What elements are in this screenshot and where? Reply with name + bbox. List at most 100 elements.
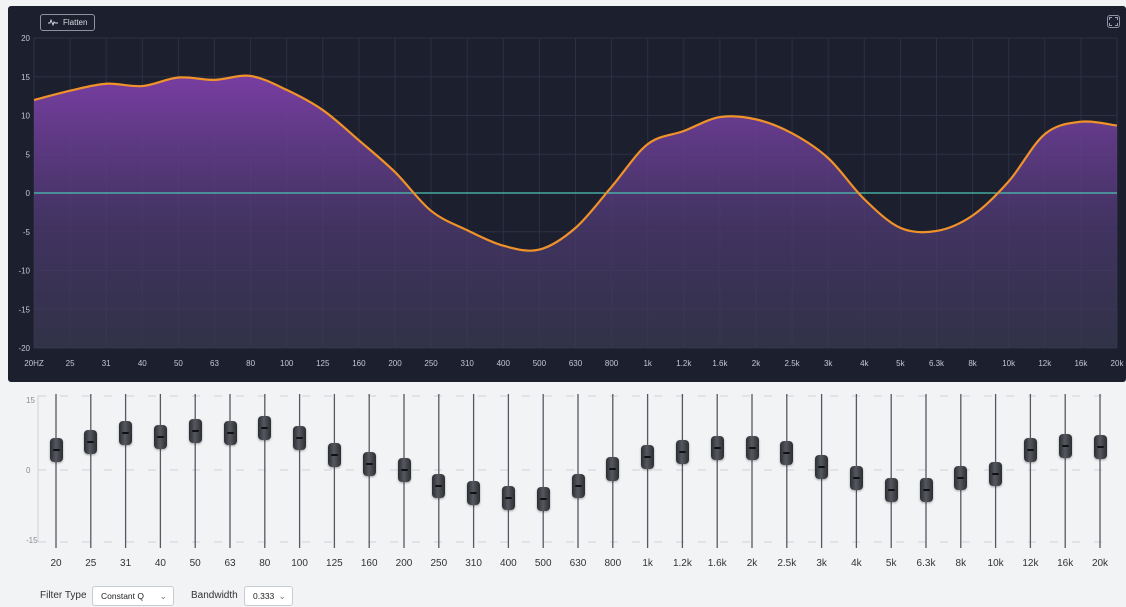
slider-knob-6.3k[interactable]: [919, 477, 933, 502]
slider-knob-5k[interactable]: [884, 477, 898, 502]
x-tick-label: 6.3k: [929, 359, 945, 368]
x-tick-label: 100: [280, 359, 294, 368]
slider-knob-125[interactable]: [327, 443, 341, 468]
slider-knob-200[interactable]: [397, 458, 411, 482]
band-label: 20k: [1091, 558, 1109, 569]
band-label: 1.6k: [707, 558, 727, 569]
y-tick-label: -15: [18, 305, 30, 314]
filter-type-value: Constant Q: [101, 591, 144, 601]
slider-knob-1k[interactable]: [641, 445, 655, 470]
band-label: 6.3k: [916, 558, 936, 569]
slider-knob-2k[interactable]: [745, 435, 759, 460]
x-tick-label: 200: [388, 359, 402, 368]
y-tick-label: -5: [23, 228, 31, 237]
slider-knob-31[interactable]: [119, 421, 133, 445]
x-tick-label: 5k: [896, 359, 905, 368]
slider-knob-80[interactable]: [258, 416, 272, 441]
y-tick-label: -10: [18, 267, 30, 276]
band-label: 31: [120, 558, 132, 569]
slider-knob-2.5k[interactable]: [780, 440, 794, 465]
bandwidth-select[interactable]: 0.333 ⌄: [244, 586, 293, 606]
x-tick-label: 12k: [1038, 359, 1052, 368]
slider-knob-160[interactable]: [362, 452, 376, 477]
band-label: 80: [259, 558, 271, 569]
filter-type-label: Filter Type: [40, 590, 87, 601]
slider-knob-3k[interactable]: [815, 454, 829, 479]
slider-knob-50[interactable]: [188, 419, 202, 444]
slider-scale-zero: 0: [26, 466, 31, 475]
slider-knob-400[interactable]: [501, 485, 515, 510]
x-tick-label: 3k: [824, 359, 833, 368]
band-label: 2.5k: [777, 558, 797, 569]
x-tick-label: 10k: [1002, 359, 1016, 368]
fullscreen-button[interactable]: [1107, 15, 1120, 28]
x-tick-label: 20k: [1111, 359, 1125, 368]
band-label: 12k: [1022, 558, 1039, 569]
waveform-icon: [48, 19, 58, 26]
slider-knob-250[interactable]: [432, 474, 446, 499]
band-label: 500: [534, 558, 552, 569]
eq-curve-line: [33, 74, 1118, 252]
x-tick-label: 800: [605, 359, 619, 368]
band-label: 400: [500, 558, 517, 569]
band-label: 50: [189, 558, 201, 569]
slider-knob-10k[interactable]: [989, 461, 1003, 486]
band-label: 10k: [987, 558, 1004, 569]
slider-knob-100[interactable]: [293, 426, 307, 451]
band-label: 800: [604, 558, 622, 569]
y-tick-label: 5: [26, 150, 31, 159]
x-tick-label: 25: [66, 359, 75, 368]
flatten-button-label: Flatten: [63, 18, 88, 27]
slider-knob-20k[interactable]: [1093, 434, 1107, 459]
slider-scale-max: 15: [26, 396, 35, 405]
x-tick-label: 2.5k: [785, 359, 801, 368]
eq-graph-panel: 20 15 10 5 0 -5 -10 -15 -20 20HZ 25 31 40 50 63 80 100 12…: [8, 6, 1126, 382]
x-tick-label: 63: [210, 359, 219, 368]
slider-knob-20[interactable]: [49, 438, 63, 463]
band-label: 250: [430, 558, 448, 569]
slider-knob-630[interactable]: [571, 473, 585, 498]
band-label: 160: [360, 558, 378, 569]
y-tick-label: -20: [18, 344, 30, 353]
band-label: 2k: [746, 558, 758, 569]
x-tick-label: 1.2k: [676, 359, 692, 368]
slider-knob-310[interactable]: [467, 481, 481, 506]
band-label: 40: [154, 558, 166, 569]
slider-knob-1.2k[interactable]: [675, 440, 689, 465]
slider-knob-16k[interactable]: [1058, 434, 1072, 459]
x-tick-label: 20HZ: [24, 359, 44, 368]
slider-tracks: [37, 394, 1110, 548]
band-label: 200: [395, 558, 413, 569]
x-tick-label: 125: [316, 359, 330, 368]
band-label: 125: [326, 558, 343, 569]
band-label: 1k: [642, 558, 653, 569]
y-tick-label: 15: [21, 73, 30, 82]
slider-knob-500[interactable]: [536, 487, 550, 512]
x-tick-label: 1.6k: [712, 359, 728, 368]
x-tick-label: 630: [569, 359, 583, 368]
x-tick-label: 16k: [1074, 359, 1088, 368]
slider-knob-4k[interactable]: [849, 465, 863, 490]
band-label: 25: [85, 558, 97, 569]
slider-knob-63[interactable]: [223, 421, 237, 445]
slider-knob-40[interactable]: [153, 425, 167, 450]
band-label: 20: [50, 558, 62, 569]
slider-knob-8k[interactable]: [954, 465, 968, 490]
y-tick-label: 0: [26, 189, 31, 198]
slider-knob-1.6k[interactable]: [710, 435, 724, 460]
band-label: 100: [291, 558, 308, 569]
flatten-button[interactable]: Flatten: [40, 14, 96, 31]
x-tick-label: 40: [138, 359, 147, 368]
band-label: 5k: [885, 558, 897, 569]
slider-knob-25[interactable]: [84, 429, 98, 454]
slider-knob-12k[interactable]: [1023, 437, 1037, 462]
fullscreen-icon: [1109, 17, 1118, 26]
band-label: 310: [465, 558, 482, 569]
filter-type-select[interactable]: Constant Q ⌄: [92, 586, 174, 606]
chevron-down-icon: ⌄: [159, 591, 167, 601]
x-tick-label: 80: [246, 359, 255, 368]
x-tick-label: 2k: [752, 359, 761, 368]
x-tick-label: 500: [533, 359, 547, 368]
slider-knob-800[interactable]: [606, 457, 620, 481]
